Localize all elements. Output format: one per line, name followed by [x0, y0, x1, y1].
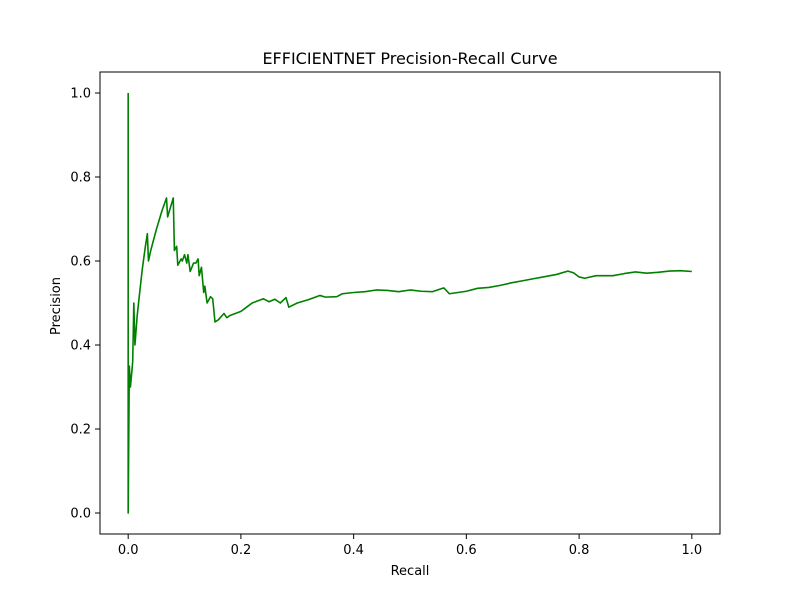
x-axis: 0.0 0.2 0.4 0.6 0.8 1.0 — [118, 534, 702, 558]
y-tick-label: 1.0 — [70, 87, 91, 102]
chart-title: EFFICIENTNET Precision-Recall Curve — [262, 49, 557, 68]
x-tick-label: 0.0 — [118, 543, 139, 558]
x-tick-label: 0.4 — [343, 543, 364, 558]
y-axis-label: Precision — [49, 277, 64, 335]
y-tick-label: 0.0 — [70, 507, 91, 522]
pr-curve-line — [127, 93, 692, 514]
x-tick-label: 0.8 — [569, 543, 590, 558]
y-tick-label: 0.4 — [70, 339, 91, 354]
axes-frame — [99, 71, 721, 535]
x-tick-label: 1.0 — [681, 543, 702, 558]
plot-area — [99, 71, 721, 535]
y-tick-label: 0.8 — [70, 171, 91, 186]
x-tick-label: 0.6 — [456, 543, 477, 558]
x-tick-label: 0.2 — [231, 543, 252, 558]
y-tick-label: 0.2 — [70, 423, 91, 438]
y-tick-label: 0.6 — [70, 255, 91, 270]
y-axis: 0.0 0.2 0.4 0.6 0.8 1.0 — [70, 87, 100, 522]
x-axis-label: Recall — [391, 564, 430, 579]
